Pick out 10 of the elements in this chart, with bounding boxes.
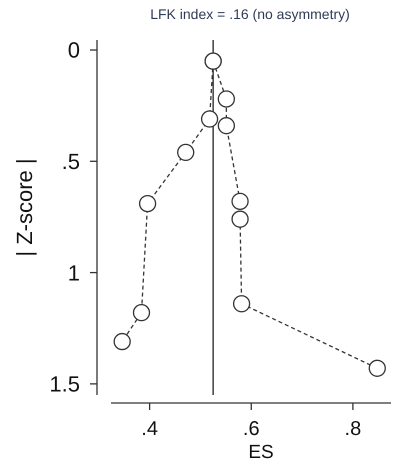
x-tick-label: .8: [344, 418, 362, 440]
x-tick-label: .6: [242, 418, 260, 440]
y-tick-label: 0: [68, 38, 80, 63]
y-tick-label: 1: [68, 260, 80, 286]
chart-title: LFK index = .16 (no asymmetry): [150, 6, 350, 22]
x-axis-title: ES: [248, 442, 274, 463]
y-axis-title: | Z-score |: [12, 158, 37, 257]
y-tick-label: 1.5: [49, 372, 80, 397]
y-tick-label: .5: [62, 149, 80, 174]
x-tick-label: .4: [141, 418, 158, 440]
